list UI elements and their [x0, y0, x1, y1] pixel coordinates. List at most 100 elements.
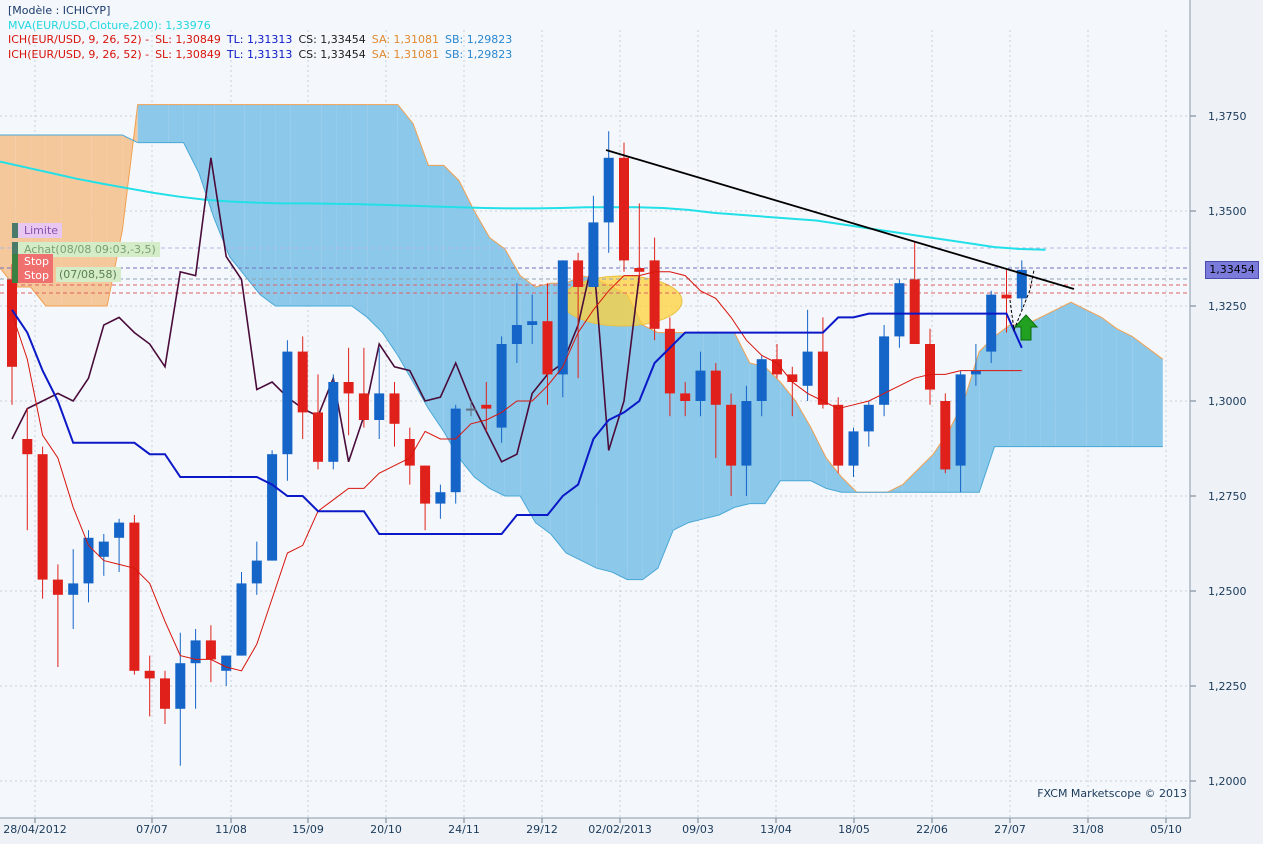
candle-body — [404, 439, 415, 466]
kumo-cloud-segment — [627, 294, 643, 580]
ich-cs: CS: 1,33454 — [298, 47, 366, 61]
candle-body — [98, 541, 109, 557]
buy-order-tag[interactable]: Achat(08/08 09:03,-3,5) — [12, 242, 160, 257]
ich-sa: SA: 1,31081 — [371, 47, 440, 61]
candle-body — [343, 382, 354, 394]
senkou-span-b — [0, 134, 1163, 581]
kumo-cloud-segment — [994, 325, 1010, 447]
candle-body — [848, 431, 859, 466]
candle-body — [588, 222, 599, 287]
candle-body — [83, 537, 94, 584]
projection-line — [1009, 269, 1035, 332]
candle-body — [282, 351, 293, 455]
candle-body — [863, 404, 874, 432]
candle-body — [664, 328, 675, 394]
ich-tl: TL: 1,31313 — [226, 47, 293, 61]
candle-body — [970, 370, 981, 375]
candle-body — [710, 370, 721, 405]
y-tick-label: 1,3500 — [1208, 205, 1247, 218]
stop-order-tag-2[interactable]: Stop — [12, 268, 54, 283]
candle-body — [833, 404, 844, 466]
stop-order-tag[interactable]: Stop — [12, 254, 54, 269]
kumo-cloud-segment — [918, 454, 934, 493]
x-tick-label: 11/08 — [215, 823, 247, 836]
kumo-cloud-segment — [351, 104, 368, 318]
candle-body — [940, 401, 951, 470]
chikou-span — [11, 157, 641, 463]
model-label: [Modèle : ICHICYP] — [8, 4, 111, 17]
candle-body — [251, 560, 262, 584]
candle-body — [756, 359, 767, 401]
candle-body — [955, 374, 966, 466]
kumo-cloud-segment — [306, 104, 322, 306]
y-tick-label: 1,3250 — [1208, 300, 1247, 313]
price-axis-background — [1190, 0, 1263, 844]
candle-body — [879, 336, 890, 405]
y-tick-label: 1,2750 — [1208, 490, 1247, 503]
candle-body — [160, 678, 170, 709]
candle-body — [527, 321, 538, 325]
kumo-cloud-segment — [612, 287, 628, 580]
ich-sl: SL: 1,30849 — [155, 33, 221, 46]
ich-sb: SB: 1,29823 — [445, 47, 513, 61]
kijun-sen — [11, 309, 1023, 535]
kumo-cloud-segment — [1071, 302, 1087, 447]
kumo-cloud-segment — [0, 135, 16, 287]
kumo-cloud-segment — [780, 382, 796, 481]
ich-name: ICH(EUR/USD, 9, 26, 52) - — [8, 33, 150, 46]
kumo-cloud-segment — [397, 104, 414, 382]
mva-legend[interactable]: MVA(EUR/USD,Cloture,200): 1,33976 — [8, 18, 211, 32]
kumo-cloud-segment — [1101, 317, 1117, 447]
ich-sb: SB: 1,29823 — [445, 33, 513, 46]
candle-body — [236, 583, 247, 656]
candle-body — [726, 404, 737, 466]
kumo-cloud-segment — [260, 104, 276, 306]
kumo-cloud-segment — [168, 104, 184, 143]
candle-body — [221, 655, 232, 671]
kumo-cloud-segment — [183, 104, 199, 173]
candle-body — [205, 640, 216, 660]
candle-body — [374, 393, 385, 420]
ich-cs: CS: 1,33454 — [298, 33, 366, 46]
candle-body — [450, 408, 461, 493]
ich-legend-2[interactable]: ICH(EUR/USD, 9, 26, 52) - SL: 1,30849 TL: … — [8, 48, 518, 63]
candle-body — [481, 404, 492, 409]
candle-body — [986, 294, 997, 352]
limit-order-tag[interactable]: Limite — [12, 223, 63, 238]
kumo-cloud-segment — [1025, 317, 1041, 447]
candle-body — [7, 279, 17, 367]
kumo-cloud-segment — [826, 458, 842, 493]
kumo-cloud-segment — [979, 336, 995, 493]
candle-body — [358, 393, 369, 420]
kumo-cloud-segment — [1086, 309, 1102, 447]
kumo-cloud-segment — [673, 332, 689, 531]
candle-body — [1016, 269, 1027, 299]
candle-body — [817, 351, 828, 405]
kumo-cloud-segment — [535, 283, 551, 534]
candle-body — [328, 382, 339, 462]
candle-body — [603, 157, 614, 223]
kumo-cloud-segment — [1147, 347, 1163, 447]
candle-body — [1001, 294, 1012, 299]
x-tick-label: 09/03 — [682, 823, 714, 836]
kumo-cloud-segment — [244, 104, 261, 295]
trendline — [605, 149, 1075, 290]
kumo-cloud-segment — [290, 104, 306, 306]
candle-body — [802, 351, 813, 386]
candle-body — [297, 351, 308, 413]
candle-body — [511, 325, 522, 344]
ich-legend-1[interactable]: ICH(EUR/USD, 9, 26, 52) - SL: 1,30849 TL: … — [8, 33, 518, 48]
kumo-cloud-segment — [902, 469, 918, 493]
kumo-cloud-segment — [76, 135, 92, 306]
kumo-cloud-segment — [1055, 302, 1071, 447]
kumo-cloud-segment — [443, 165, 459, 458]
kumo-cloud-segment — [107, 135, 123, 306]
y-tick-label: 1,3000 — [1208, 395, 1247, 408]
candle-body — [695, 370, 706, 401]
kumo-cloud-segment — [214, 104, 230, 257]
y-tick-label: 1,3750 — [1208, 110, 1247, 123]
candle-body — [573, 260, 584, 287]
x-tick-label: 24/11 — [448, 823, 480, 836]
kumo-cloud-segment — [413, 123, 429, 409]
